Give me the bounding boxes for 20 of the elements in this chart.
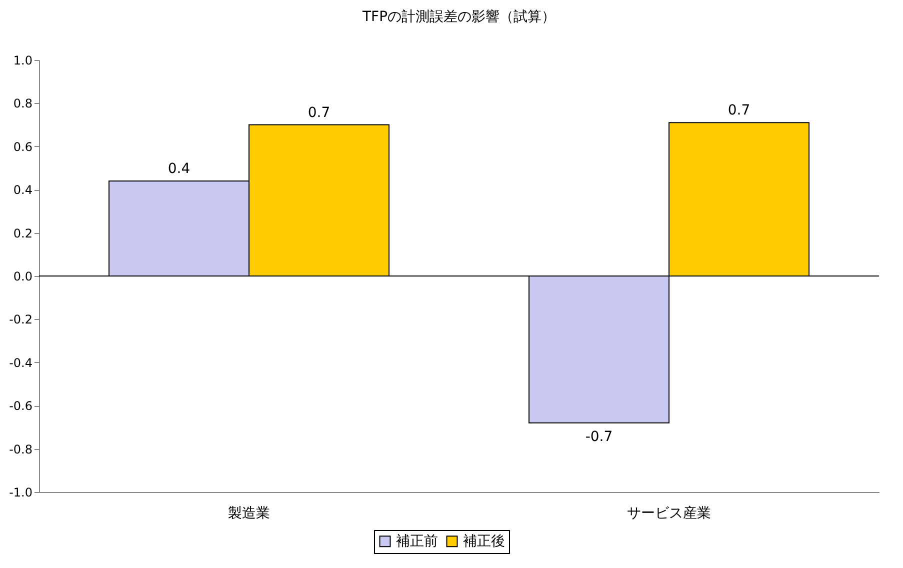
y-tick-label: -1.0 [9, 486, 32, 500]
y-tick-label: -0.4 [9, 356, 32, 370]
y-tick-label: 0.0 [13, 270, 32, 284]
data-label: 0.7 [308, 104, 330, 121]
y-tick-label: -0.2 [9, 312, 32, 327]
y-tick-label: 0.8 [13, 96, 32, 111]
legend-label: 補正前 [396, 533, 438, 550]
data-label: 0.7 [728, 102, 750, 119]
data-label: 0.4 [168, 160, 190, 177]
y-tick-label: -0.8 [9, 442, 32, 456]
legend-label: 補正後 [463, 533, 505, 550]
x-tick-label: 製造業 [228, 506, 270, 522]
y-tick-label: 0.6 [13, 140, 32, 154]
y-tick-label: 1.0 [13, 54, 32, 68]
y-tick-label: -0.6 [9, 399, 32, 414]
data-label: -0.7 [585, 428, 613, 445]
y-tick-label: 0.4 [13, 183, 32, 198]
x-tick-label: サービス産業 [627, 506, 711, 522]
y-tick-label: 0.2 [13, 226, 32, 240]
chart-title: TFPの計測誤差の影響（試算） [361, 9, 556, 25]
